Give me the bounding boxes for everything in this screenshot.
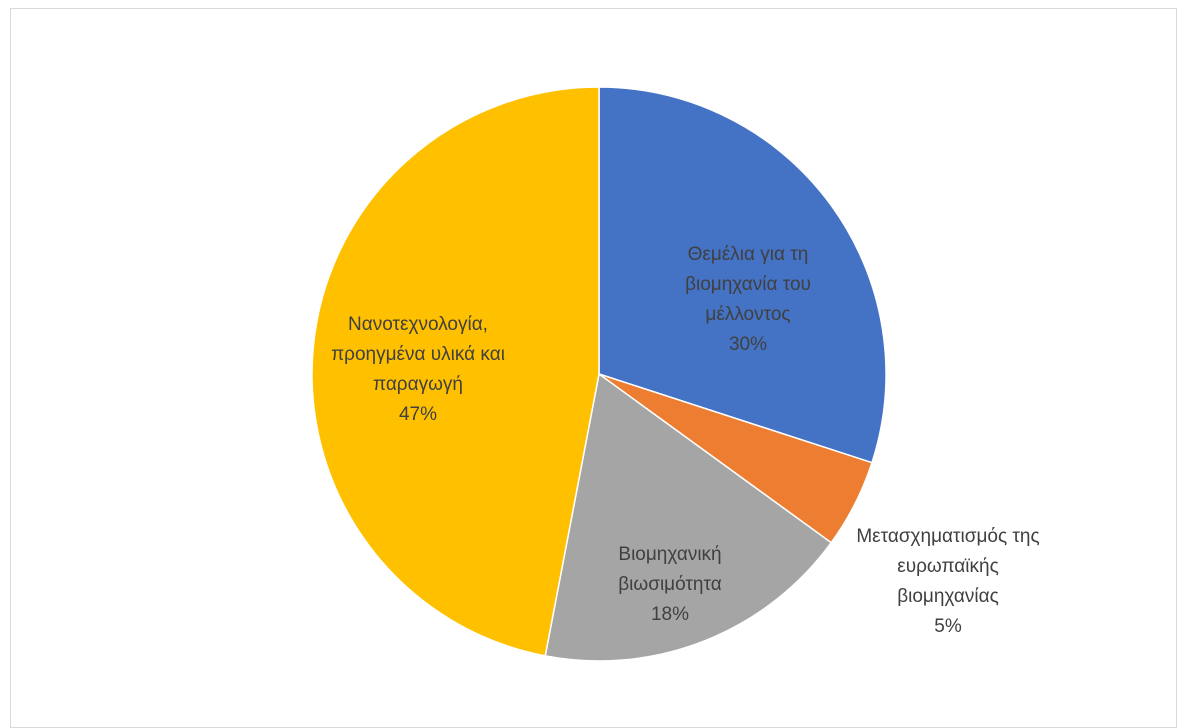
slice-label: Θεμέλια για τη βιομηχανία του μέλλοντος 3…	[661, 240, 836, 360]
slice-value: 30%	[728, 334, 768, 355]
slice-value: 18%	[650, 604, 690, 625]
pie-slice	[311, 86, 600, 657]
slice-category: Μετασχηματισμός της ευρωπαϊκής βιομηχανί…	[856, 526, 1040, 607]
slice-category: Θεμέλια για τη βιομηχανία του μέλλοντος	[685, 244, 811, 325]
slice-category: Νανοτεχνολογία, προηγμένα υλικά και παρα…	[331, 314, 505, 395]
pie-slice	[544, 372, 833, 662]
slice-label: Μετασχηματισμός της ευρωπαϊκής βιομηχανί…	[853, 522, 1043, 642]
slice-category: Βιομηχανική βιωσιμότητα	[618, 544, 722, 595]
slice-value: 47%	[398, 404, 438, 425]
pie-slice	[598, 86, 887, 464]
slice-value: 5%	[934, 616, 962, 637]
slice-label: Βιομηχανική βιωσιμότητα 18%	[590, 540, 750, 630]
slice-label: Νανοτεχνολογία, προηγμένα υλικά και παρα…	[326, 310, 511, 430]
